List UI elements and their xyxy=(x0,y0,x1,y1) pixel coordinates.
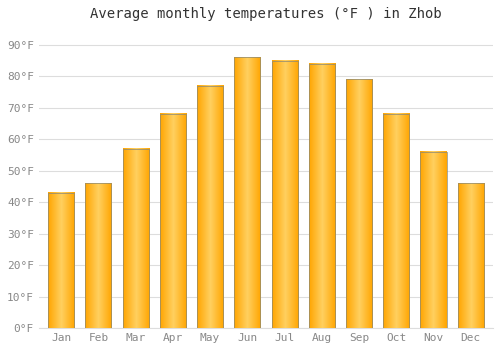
Title: Average monthly temperatures (°F ) in Zhob: Average monthly temperatures (°F ) in Zh… xyxy=(90,7,442,21)
Bar xyxy=(86,183,112,328)
Bar xyxy=(458,183,483,328)
Bar xyxy=(308,64,335,328)
Bar xyxy=(48,193,74,328)
Bar xyxy=(122,149,148,328)
Bar xyxy=(272,61,297,328)
Bar xyxy=(160,114,186,328)
Bar xyxy=(197,86,223,328)
Bar xyxy=(420,152,446,328)
Bar xyxy=(234,57,260,328)
Bar xyxy=(383,114,409,328)
Bar xyxy=(346,79,372,328)
